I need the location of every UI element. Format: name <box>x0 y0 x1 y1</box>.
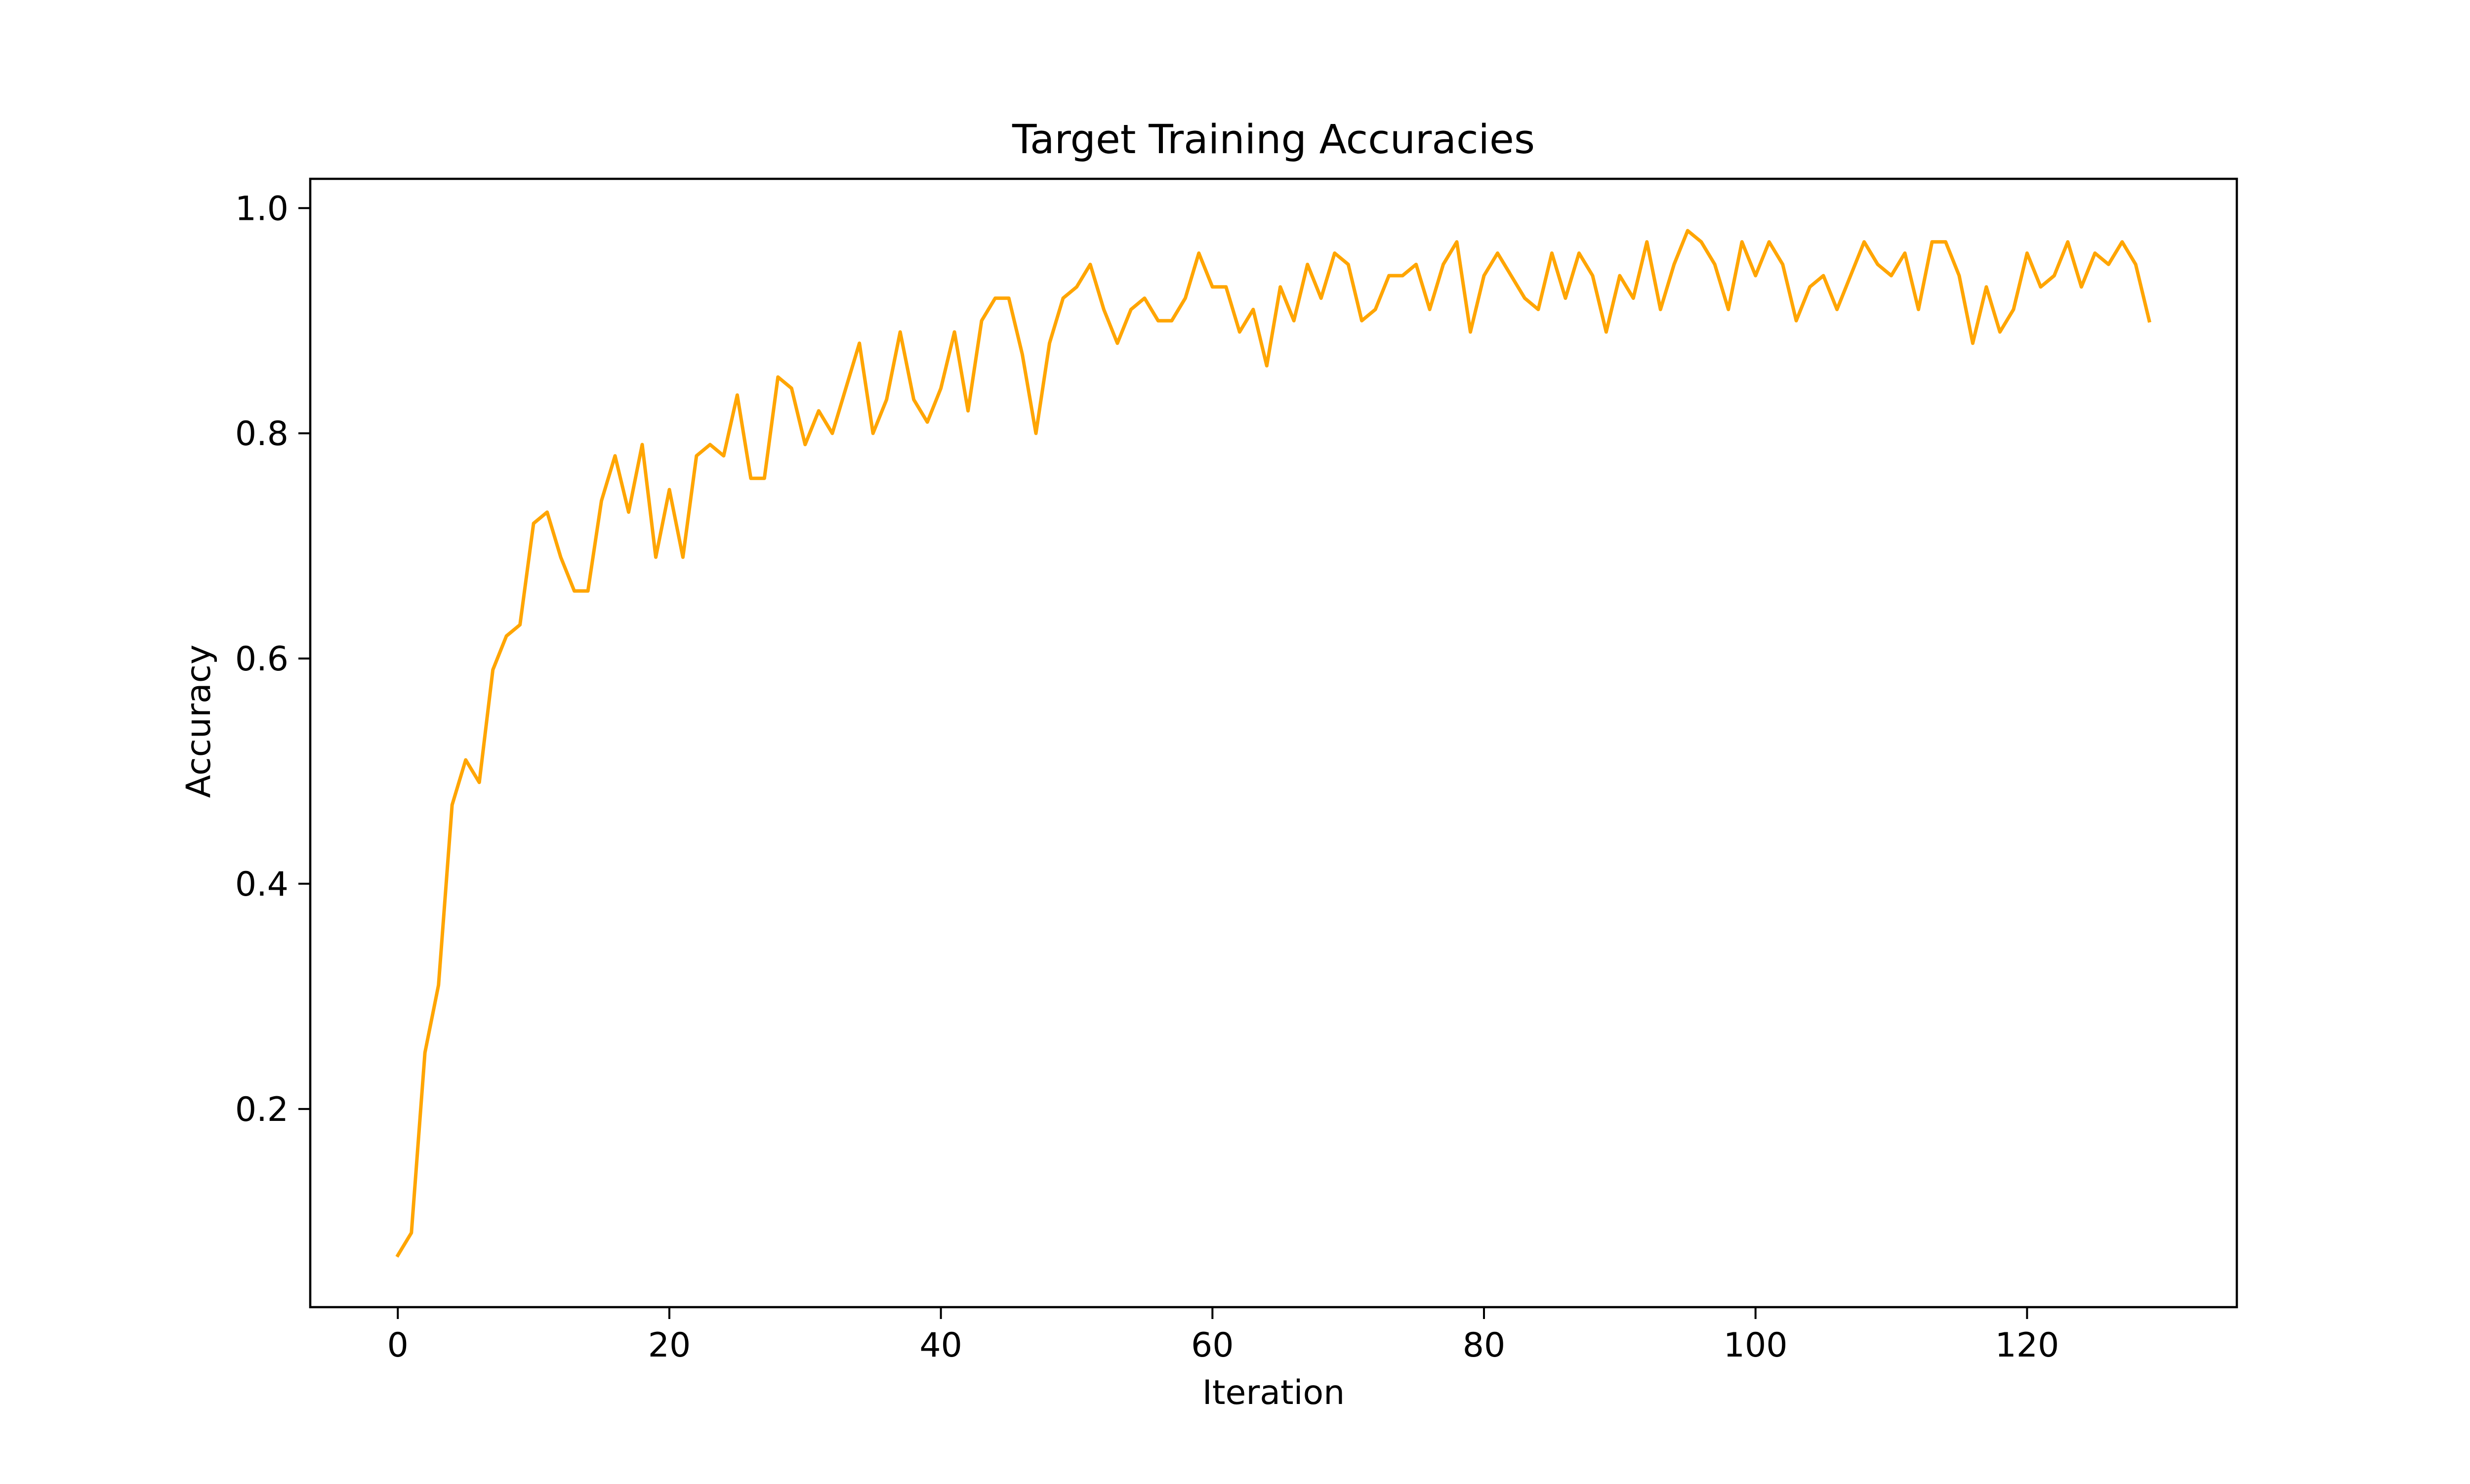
x-axis-label: Iteration <box>1202 1373 1345 1412</box>
plot-frame <box>309 177 2238 1309</box>
x-tick-label: 20 <box>648 1326 691 1365</box>
x-tick-label: 100 <box>1724 1326 1788 1365</box>
ticks-layer: 0 20 40 60 80 100 120 0.2 0.4 0.6 0.8 1.0 <box>235 189 2059 1365</box>
y-tick-label: 0.8 <box>235 414 288 453</box>
x-tick-label: 80 <box>1463 1326 1506 1365</box>
x-tick-label: 120 <box>1995 1326 2059 1365</box>
x-tick-label: 60 <box>1191 1326 1234 1365</box>
x-tick-label: 0 <box>387 1326 409 1365</box>
series-line-0 <box>395 229 2151 1258</box>
y-tick-label: 1.0 <box>235 189 288 228</box>
y-tick-label: 0.6 <box>235 640 288 679</box>
series-layer <box>395 229 2151 1258</box>
y-tick-label: 0.2 <box>235 1090 288 1129</box>
y-tick-label: 0.4 <box>235 865 288 904</box>
y-axis-label: Accuracy <box>179 645 218 798</box>
chart-title: Target Training Accuracies <box>1012 117 1535 163</box>
x-tick-label: 40 <box>919 1326 962 1365</box>
